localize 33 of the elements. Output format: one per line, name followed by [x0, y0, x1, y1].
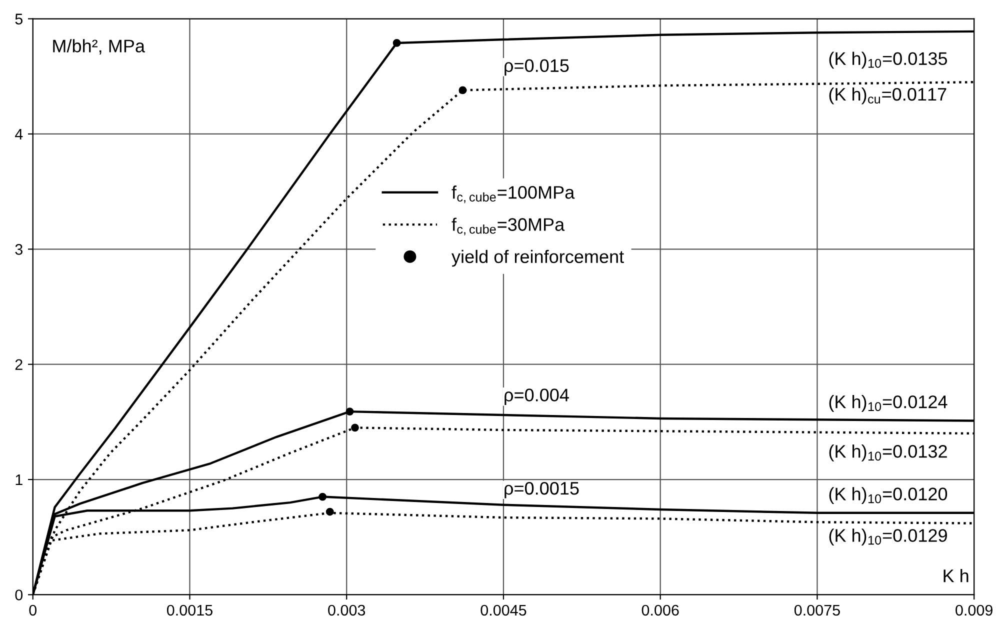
- annotation: ρ=0.015: [504, 59, 569, 76]
- legend-label: f$_{c,cube}$=100MPa: [452, 186, 575, 204]
- x-axis-title: K h: [944, 569, 968, 582]
- y-tick-label: 2: [15, 359, 22, 370]
- annotation: ρ=0.0015: [504, 482, 579, 498]
- annotation: (K h)$_{10}$=0.0124: [829, 395, 948, 412]
- annotation: (K h)$_{cu}$=0.0117: [829, 87, 946, 104]
- annotation: (K h)$_{10}$=0.0132: [829, 444, 947, 462]
- x-tick-label: 0: [29, 604, 37, 616]
- x-tick-label: 0.0015: [166, 604, 212, 616]
- point: [346, 408, 354, 416]
- y-tick-label: 4: [15, 128, 23, 140]
- annotation: (K h)$_{10}$=0.0135: [829, 52, 948, 69]
- x-tick-label: 0.009: [956, 604, 992, 616]
- point: [392, 39, 401, 47]
- y-tick-label: 0: [15, 590, 23, 600]
- y-tick-label: 1: [16, 474, 22, 486]
- point: [326, 508, 334, 516]
- x-tick-label: 0.003: [328, 604, 366, 616]
- y-tick-label: 5: [15, 14, 23, 24]
- point: [318, 492, 327, 501]
- annotation: (K h)$_{10}$=0.0120: [829, 487, 948, 504]
- annotation: (K h)$_{10}$=0.0129: [829, 528, 947, 546]
- y-tick-label: 3: [15, 244, 22, 255]
- x-tick-label: 0.0045: [480, 604, 526, 616]
- annotation: ρ=0.004: [504, 388, 569, 405]
- point: [351, 424, 359, 432]
- legend-label: f$_{c,cube}$=30MPa: [452, 218, 565, 236]
- x-tick-label: 0.0075: [794, 604, 840, 616]
- y-axis-title: M/bh², MPa: [53, 39, 145, 55]
- legend-label: yield of reinforcement: [452, 250, 624, 267]
- x-tick-label: 0.006: [642, 604, 679, 616]
- point: [458, 86, 467, 94]
